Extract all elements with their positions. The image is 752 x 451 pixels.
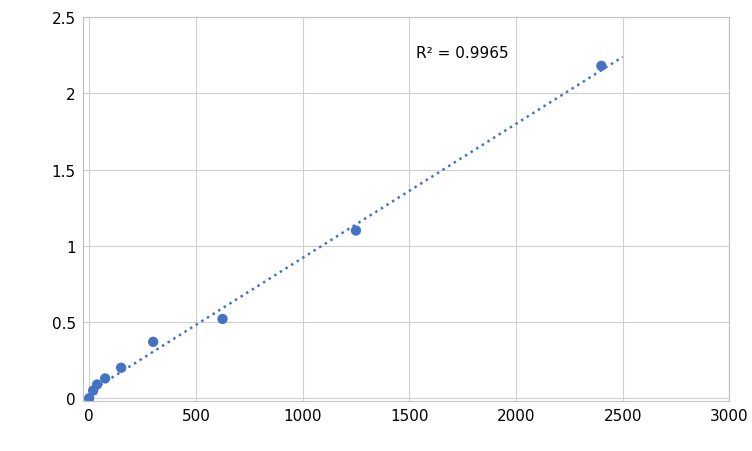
Point — [83, 395, 96, 402]
Text: R² = 0.9965: R² = 0.9965 — [416, 46, 508, 60]
Point — [217, 316, 229, 323]
Point — [596, 63, 608, 70]
Point — [99, 375, 111, 382]
Point — [350, 227, 362, 235]
Point — [91, 381, 103, 388]
Point — [115, 364, 127, 372]
Point — [147, 338, 159, 345]
Point — [87, 387, 99, 394]
